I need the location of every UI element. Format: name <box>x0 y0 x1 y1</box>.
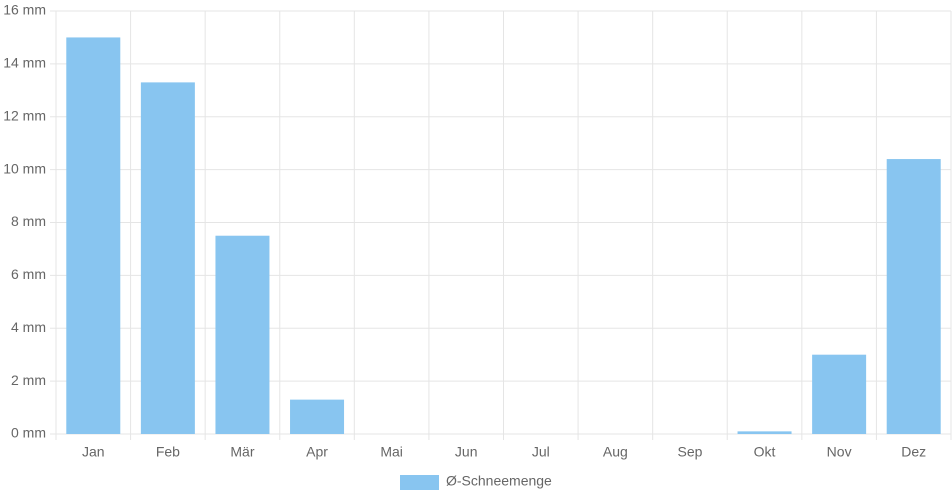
y-tick-label: 10 mm <box>3 160 46 176</box>
legend-label: Ø-Schneemenge <box>446 473 552 489</box>
y-tick-label: 8 mm <box>11 213 46 229</box>
y-tick-label: 2 mm <box>11 372 46 388</box>
x-tick-label: Jan <box>82 444 105 460</box>
x-tick-label: Jun <box>455 444 478 460</box>
y-tick-label: 12 mm <box>3 107 46 123</box>
x-tick-label: Apr <box>306 444 328 460</box>
x-tick-label: Aug <box>603 444 628 460</box>
x-tick-label: Nov <box>827 444 852 460</box>
x-tick-label: Feb <box>156 444 180 460</box>
bar <box>737 431 792 434</box>
y-tick-label: 16 mm <box>3 2 46 18</box>
bar <box>290 399 345 434</box>
bar <box>66 37 121 434</box>
x-tick-label: Jul <box>532 444 550 460</box>
legend-swatch <box>400 475 439 490</box>
bar <box>140 82 195 434</box>
bar <box>812 354 867 434</box>
bar <box>886 159 941 435</box>
x-tick-label: Okt <box>754 444 776 460</box>
x-tick-label: Mai <box>380 444 403 460</box>
y-tick-label: 4 mm <box>11 319 46 335</box>
bar <box>215 235 270 434</box>
x-tick-label: Mär <box>230 444 254 460</box>
x-tick-label: Dez <box>901 444 926 460</box>
y-tick-label: 14 mm <box>3 55 46 71</box>
y-tick-label: 6 mm <box>11 266 46 282</box>
y-tick-label: 0 mm <box>11 425 46 441</box>
x-tick-label: Sep <box>677 444 702 460</box>
